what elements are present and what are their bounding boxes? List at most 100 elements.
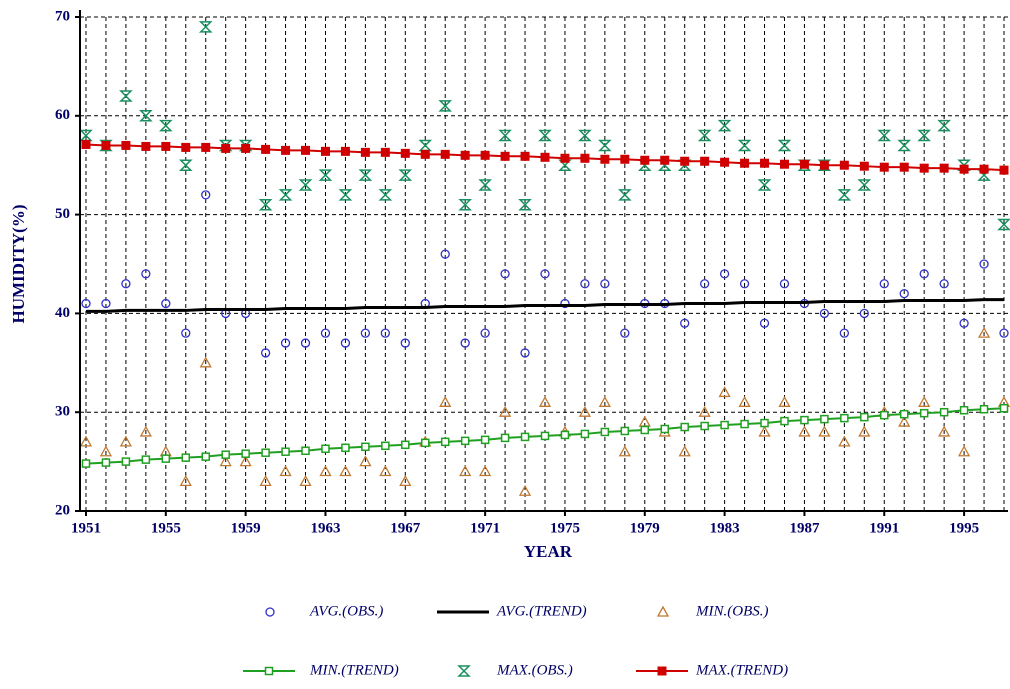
legend-label: MAX.(OBS.) xyxy=(496,662,573,678)
point xyxy=(119,90,133,102)
point xyxy=(720,157,730,167)
point xyxy=(260,348,271,358)
point xyxy=(738,395,751,407)
point xyxy=(939,163,949,173)
legend-label: AVG.(OBS.) xyxy=(309,603,383,619)
x-tick-label: 1951 xyxy=(71,520,101,536)
point xyxy=(880,410,889,420)
point xyxy=(281,145,291,155)
point xyxy=(919,163,929,173)
point xyxy=(760,158,770,168)
point xyxy=(201,190,211,200)
point xyxy=(318,169,333,181)
y-tick-label: 20 xyxy=(55,502,70,518)
point xyxy=(121,279,131,289)
point xyxy=(780,416,789,426)
point xyxy=(99,445,113,457)
point xyxy=(379,465,392,477)
point xyxy=(258,198,273,211)
point xyxy=(919,269,929,279)
point xyxy=(460,150,470,160)
point xyxy=(339,465,352,477)
legend-item: MAX.(TREND) xyxy=(636,662,788,678)
point xyxy=(280,338,291,348)
point xyxy=(319,465,332,477)
legend-marker xyxy=(265,607,275,617)
point xyxy=(101,298,111,309)
point xyxy=(421,438,430,448)
point xyxy=(820,414,829,424)
y-tick-label: 50 xyxy=(55,206,70,222)
point xyxy=(560,153,570,163)
point xyxy=(80,435,93,447)
point xyxy=(640,155,650,165)
point xyxy=(879,279,889,289)
point xyxy=(800,415,809,425)
point xyxy=(439,395,452,407)
point xyxy=(219,455,232,467)
point xyxy=(440,437,450,447)
point xyxy=(959,318,969,328)
point xyxy=(359,455,372,467)
point xyxy=(759,318,770,328)
point xyxy=(660,155,670,165)
point xyxy=(299,475,312,487)
legend-item: MAX.(OBS.) xyxy=(457,662,573,678)
point xyxy=(538,129,552,142)
point xyxy=(700,156,710,166)
x-tick-label: 1967 xyxy=(390,520,421,536)
point xyxy=(261,448,270,457)
point xyxy=(777,139,792,152)
point xyxy=(979,259,989,269)
point xyxy=(261,144,271,154)
point xyxy=(858,425,871,437)
point xyxy=(560,298,570,309)
point xyxy=(600,279,610,289)
point xyxy=(937,119,951,132)
point xyxy=(480,328,490,338)
point xyxy=(598,139,612,152)
point xyxy=(401,440,410,450)
point xyxy=(400,148,410,158)
point xyxy=(101,140,111,150)
point xyxy=(381,441,390,451)
point xyxy=(680,422,689,432)
point xyxy=(640,425,650,435)
x-tick-label: 1975 xyxy=(550,520,580,536)
point xyxy=(959,164,969,174)
point xyxy=(540,269,550,279)
point xyxy=(201,142,211,152)
point xyxy=(81,139,91,149)
legend-marker xyxy=(657,666,667,676)
point xyxy=(378,189,393,201)
point xyxy=(438,100,453,112)
legend-item: MIN.(OBS.) xyxy=(656,603,768,619)
y-tick-label: 60 xyxy=(55,107,70,123)
point xyxy=(540,152,550,162)
point xyxy=(740,419,749,429)
point xyxy=(819,308,830,319)
point xyxy=(181,142,191,152)
point xyxy=(979,404,989,414)
x-tick-label: 1979 xyxy=(630,520,660,536)
point xyxy=(298,179,313,191)
point xyxy=(779,279,790,289)
point xyxy=(859,161,869,171)
point xyxy=(859,308,869,319)
point xyxy=(440,249,450,259)
point xyxy=(500,151,510,161)
trend-line xyxy=(85,298,1005,313)
legend-label: AVG.(TREND) xyxy=(496,603,587,619)
legend-label: MIN.(OBS.) xyxy=(695,603,768,619)
point xyxy=(418,139,433,152)
point xyxy=(839,328,850,338)
point xyxy=(717,119,732,132)
point xyxy=(161,454,171,463)
point xyxy=(480,435,490,445)
point xyxy=(458,198,472,211)
point xyxy=(179,475,192,487)
point xyxy=(860,412,869,422)
point xyxy=(799,159,809,169)
point xyxy=(498,405,512,417)
